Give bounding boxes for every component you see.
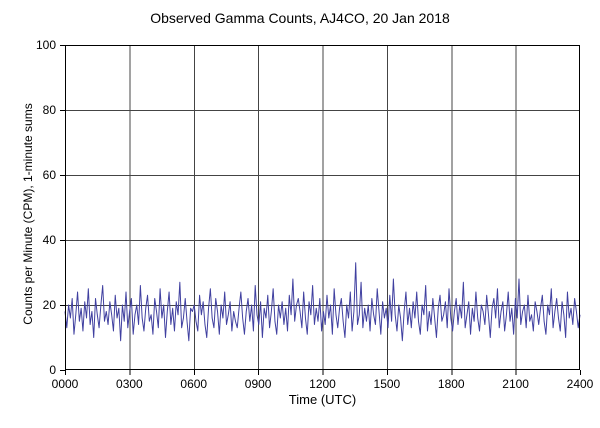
y-tick-label: 20 xyxy=(43,298,57,312)
x-tick-label: 0300 xyxy=(116,377,143,391)
x-tick-label: 0600 xyxy=(180,377,207,391)
x-tick-label: 2100 xyxy=(502,377,529,391)
x-tick-label: 1200 xyxy=(309,377,336,391)
y-tick-label: 60 xyxy=(43,168,57,182)
x-axis-label: Time (UTC) xyxy=(288,392,357,407)
x-tick-label: 1800 xyxy=(438,377,465,391)
plot-border xyxy=(65,45,580,370)
y-tick-label: 0 xyxy=(49,363,56,377)
x-tick-label: 0900 xyxy=(245,377,272,391)
y-axis-label: Counts per Minute (CPM), 1-minute sums xyxy=(21,103,35,325)
x-tick-label: 1500 xyxy=(374,377,401,391)
y-tick-label: 80 xyxy=(43,103,57,117)
data-series-line xyxy=(64,262,581,342)
x-tick-label: 2400 xyxy=(567,377,594,391)
chart-title: Observed Gamma Counts, AJ4CO, 20 Jan 201… xyxy=(150,10,450,26)
x-tick-label: 0000 xyxy=(52,377,79,391)
y-tick-label: 100 xyxy=(36,38,56,52)
y-tick-label: 40 xyxy=(43,233,57,247)
